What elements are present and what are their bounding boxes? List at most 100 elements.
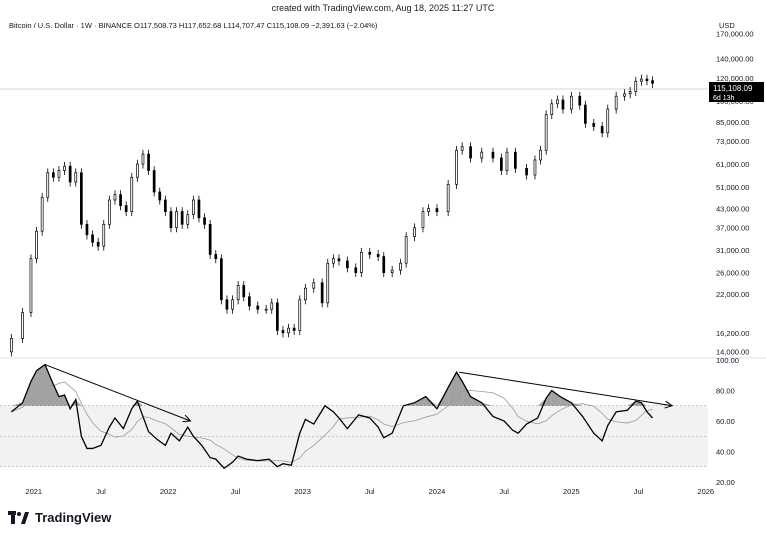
price-tick-label: 37,000.00 [716,224,749,233]
candle-body [600,126,604,134]
price-tick-label: 73,000.00 [716,137,749,146]
last-price-badge: 115,108.09 6d 13h [709,82,764,102]
time-tick-label: 2023 [294,487,311,496]
trendline-arrowhead [182,414,192,423]
candle-body [197,199,201,219]
rsi-overbought-fill [448,372,457,406]
time-tick-label: Jul [499,487,509,496]
time-tick-label: 2025 [563,487,580,496]
candle-body [623,93,626,97]
time-tick-label: 2022 [160,487,177,496]
rsi-overbought-fill [481,402,493,406]
candle-body [10,338,13,353]
price-tick-label: 85,000.00 [716,118,749,127]
rsi-trendline [459,371,673,407]
candle-body [360,251,363,273]
candle-body [368,251,372,255]
candle-body [141,153,145,165]
rsi-overbought-fill [470,396,482,406]
price-tick-label: 170,000.00 [716,30,754,39]
rsi-axis: 100.00 80.00 60.00 40.00 20.00 [716,356,739,487]
candle-body [21,312,24,339]
candle-body [320,282,324,304]
candle-body [578,95,582,106]
candle-body [102,223,106,247]
candle-body [256,305,260,310]
candle-body [427,208,430,212]
rsi-overbought-fill [75,399,82,406]
candle-body [46,172,50,198]
candle-body [413,227,416,237]
candle-body [298,299,302,331]
candle-body [91,234,94,243]
tradingview-logo: TradingView [8,510,111,525]
candle-body [270,302,274,310]
candle-body [645,78,649,82]
chart-caption: created with TradingView.com, Aug 18, 20… [271,3,495,13]
time-tick-label: 2024 [429,487,446,496]
time-tick-label: Jul [634,487,644,496]
candle-body [446,184,450,212]
candle-body [220,258,223,301]
candle-body [390,269,394,273]
candle-body [525,167,528,176]
candle-body [63,165,66,171]
candle-body [52,172,55,178]
last-price-badge-bg [709,82,764,102]
rsi-overbought-fill [58,395,65,406]
candle-body [455,149,458,185]
candle-body [287,327,290,334]
last-price-value: 115,108.09 [713,84,753,93]
candle-body [404,236,408,264]
price-tick-label: 140,000.00 [716,54,754,63]
candle-body [158,191,162,201]
candle-body [180,211,184,225]
candle-body [242,285,246,298]
rsi-overbought-fill [53,384,59,406]
bar-countdown: 6d 13h [713,95,735,102]
price-tick-label: 43,000.00 [716,205,749,214]
candle-body [614,95,618,110]
candle-body [225,299,229,310]
candle-body [164,199,167,212]
rsi-overbought-fill [456,372,463,406]
rsi-tick-label: 60.00 [716,417,735,426]
price-tick-label: 31,000.00 [716,246,749,255]
candle-body [29,258,33,313]
price-tick-label: 14,000.00 [716,347,749,356]
rsi-overbought-fill [546,390,552,406]
candle-body [505,151,509,171]
candle-body [192,199,195,216]
rsi-overbought-fill [551,390,561,406]
candle-body [281,330,285,334]
candle-body [292,327,296,331]
price-pane [0,74,766,359]
candle-body [40,196,44,232]
price-tick-label: 120,000.00 [716,74,754,83]
rsi-pane [0,363,708,470]
rsi-overbought-fill [436,387,449,406]
candle-body [119,194,122,207]
candle-body [80,172,83,225]
candle-body [68,165,72,183]
candle-body [480,151,484,159]
candle-body [312,282,316,289]
candle-body [382,256,386,273]
price-tick-label: 16,200.00 [716,329,749,338]
candle-body [376,254,380,257]
candle-body [491,151,495,159]
time-axis: 2021 Jul 2022 Jul 2023 Jul 2024 Jul 2025 Jul 2026 [25,487,714,496]
candle-body [130,176,134,212]
candle-body [248,296,251,307]
candle-body [231,299,234,310]
time-tick-label: Jul [365,487,375,496]
candle-body [186,214,190,225]
price-tick-label: 51,000.00 [716,183,749,192]
candle-body [136,163,139,178]
candle-body [469,146,472,159]
candle-body [96,241,100,247]
time-tick-label: Jul [96,487,106,496]
candle-body [35,230,38,260]
tradingview-logo-icon [8,510,30,525]
